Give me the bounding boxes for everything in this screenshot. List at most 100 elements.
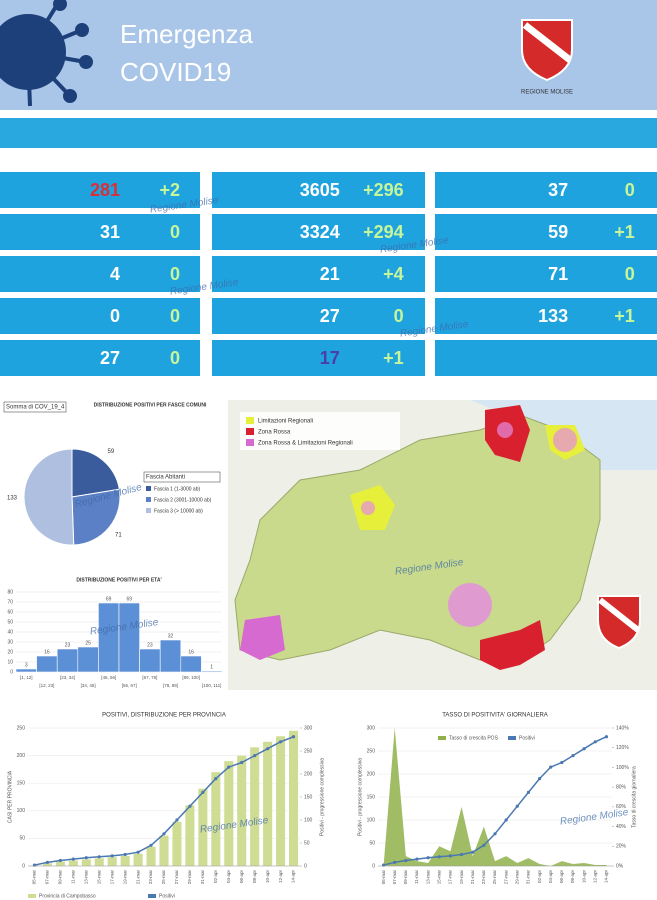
point — [136, 850, 140, 854]
point — [471, 850, 475, 854]
legend-label: Zona Rossa & Limitazioni Regionali — [258, 441, 353, 447]
y2-tick-label: 0% — [616, 863, 624, 869]
point — [593, 740, 597, 744]
legend-swatch — [246, 439, 254, 446]
bar — [263, 741, 273, 866]
point — [58, 858, 62, 863]
point — [188, 804, 192, 808]
stat-delta: +294 — [363, 222, 404, 242]
bar — [139, 648, 161, 673]
stat-cell — [212, 340, 425, 376]
y-axis-label: Positivi - progressione complessiva — [357, 758, 363, 836]
x-tick-label: 04-apr — [226, 870, 231, 884]
logo: REGIONE MOLISE — [521, 19, 573, 96]
y-tick-label: 250 — [17, 725, 26, 731]
bar — [180, 655, 202, 673]
stat-delta: 0 — [170, 222, 180, 242]
title: COVID19 — [120, 57, 231, 87]
map — [228, 400, 657, 690]
value-label: 16 — [44, 649, 50, 655]
x-tick-label: 13-mar — [425, 870, 430, 885]
y-tick-label: 200 — [367, 771, 376, 777]
legend-swatch — [146, 486, 151, 491]
pie-label: 59 — [108, 449, 115, 455]
x-tick-label: 04-apr — [548, 870, 553, 884]
legend-swatch — [28, 894, 36, 898]
stat-value: 3605 — [300, 180, 340, 200]
stat-cell — [0, 214, 200, 250]
legend-swatch — [148, 894, 156, 898]
y-tick-label: 60 — [7, 609, 13, 615]
x-tick-label: 12-apr — [592, 870, 597, 884]
y2-tick-label: 120% — [616, 745, 629, 751]
pie-slice — [71, 448, 120, 498]
y-axis-label: CASI PER PROVINCIA — [7, 770, 13, 823]
x-tick-label: 06-apr — [239, 870, 244, 884]
legend-label: Fascia 1 (1-3000 ab) — [154, 486, 200, 492]
y-tick-label: 0 — [10, 669, 13, 675]
stat-delta: 0 — [394, 306, 404, 326]
point — [493, 832, 497, 836]
y2-tick-label: 300 — [304, 725, 313, 731]
y2-tick-label: 100% — [616, 765, 629, 771]
stat-value: 17 — [320, 348, 340, 368]
value-label: 23 — [147, 642, 153, 648]
bar — [159, 639, 182, 673]
x-tick-label: 21-mar — [135, 870, 140, 885]
chart-title: DISTRIBUZIONE POSITIVI PER FASCE COMUNI — [94, 402, 207, 408]
y-tick-label: 30 — [7, 639, 13, 645]
x-tick-label: 11-mar — [71, 870, 76, 884]
bar — [288, 730, 299, 866]
x-tick-label: 10-apr — [581, 870, 586, 884]
bar — [276, 736, 286, 866]
y2-tick-label: 200 — [304, 771, 313, 777]
x-tick-label: 15-mar — [96, 870, 101, 885]
x-tick-label: [89, 100] — [182, 675, 200, 680]
x-tick-label: 27-mar — [174, 870, 179, 885]
x-tick-label: 06-apr — [559, 870, 564, 884]
point — [84, 856, 88, 860]
stat-delta: +1 — [614, 306, 635, 326]
legend-label: Zona Rossa — [258, 430, 291, 436]
chart-title: DISTRIBUZIONE POSITIVI PER ETA' — [76, 577, 161, 583]
y-tick-label: 50 — [369, 840, 375, 846]
point — [426, 856, 430, 860]
y2-tick-label: 80% — [616, 784, 627, 790]
point — [549, 765, 553, 769]
stat-delta: +1 — [614, 222, 635, 242]
point — [291, 735, 296, 739]
point — [240, 760, 244, 765]
point — [253, 754, 257, 758]
legend-label: Positivi — [159, 893, 175, 899]
x-tick-label: 31-mar — [526, 870, 531, 885]
bar — [198, 788, 208, 866]
legend-label: Positivi — [519, 735, 535, 741]
point — [162, 832, 166, 836]
y-tick-label: 100 — [367, 817, 376, 823]
stat-delta: 0 — [625, 264, 635, 284]
y2-axis-label: Positivi - progressione complessiva — [319, 758, 325, 836]
stat-cell — [212, 256, 425, 292]
legend-label: Fascia 2 (3001-10000 ab) — [154, 497, 212, 503]
point — [448, 854, 453, 858]
bar — [55, 861, 65, 866]
stat-cell — [435, 214, 657, 250]
value-label: 23 — [65, 642, 71, 648]
bar — [146, 846, 156, 866]
bar — [118, 602, 140, 673]
pie-slice — [71, 488, 121, 546]
point — [526, 790, 531, 795]
y-tick-label: 20 — [7, 649, 13, 655]
bar — [172, 821, 182, 866]
x-tick-label: 21-mar — [470, 870, 475, 885]
x-tick-label: 09-mar — [58, 870, 63, 885]
bar — [237, 755, 247, 866]
x-tick-label: 19-mar — [459, 870, 464, 885]
stat-cell — [435, 298, 657, 334]
legend-label: Provincia di Campobasso — [39, 893, 96, 899]
x-tick-label: 05-mar — [381, 870, 386, 885]
bar — [77, 646, 99, 673]
y2-tick-label: 100 — [304, 817, 313, 823]
x-tick-label: 23-mar — [481, 870, 486, 885]
x-tick-label: 29-mar — [514, 870, 519, 885]
